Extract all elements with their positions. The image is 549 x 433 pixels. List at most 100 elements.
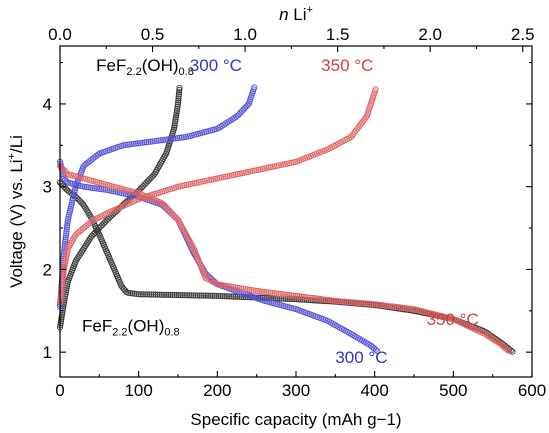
data-point — [141, 181, 148, 188]
data-point — [158, 291, 165, 298]
data-point — [229, 283, 237, 291]
data-point — [83, 184, 90, 191]
data-point — [171, 120, 178, 127]
data-point — [139, 139, 146, 146]
data-point — [62, 232, 70, 239]
data-point — [209, 292, 216, 299]
data-point — [250, 287, 257, 294]
data-point — [223, 293, 231, 300]
data-point — [280, 295, 287, 302]
data-point — [350, 299, 357, 306]
data-point — [150, 291, 157, 298]
top-tick-label: 1.5 — [326, 25, 350, 44]
data-point — [227, 283, 234, 290]
data-point — [60, 268, 67, 275]
data-point — [263, 289, 270, 296]
data-point — [237, 109, 244, 116]
data-point — [57, 293, 64, 300]
data-point — [127, 290, 134, 297]
data-point — [221, 293, 228, 300]
data-point — [211, 292, 218, 299]
data-point — [75, 196, 82, 203]
data-point — [178, 134, 185, 141]
data-point — [248, 287, 255, 294]
data-point — [265, 289, 272, 296]
data-point — [141, 139, 148, 146]
data-point — [230, 293, 237, 300]
data-point — [241, 104, 248, 112]
data-point — [145, 138, 152, 145]
data-point — [363, 300, 370, 307]
data-point — [373, 301, 380, 308]
data-point — [242, 285, 249, 293]
data-point — [194, 292, 201, 299]
data-point — [60, 272, 67, 279]
data-point — [64, 222, 71, 229]
data-point — [172, 118, 179, 125]
data-point — [396, 304, 403, 311]
data-point — [348, 299, 355, 306]
data-point — [294, 293, 301, 300]
data-point — [137, 291, 144, 298]
top-axis-title: n Li+ — [279, 4, 313, 24]
data-point — [286, 291, 293, 299]
data-point — [57, 318, 65, 325]
data-point — [278, 295, 285, 302]
data-point — [173, 109, 180, 117]
data-point — [240, 106, 247, 113]
data-point — [170, 135, 177, 142]
annotation-ann_300_bot: 300 °C — [335, 348, 387, 367]
data-point — [151, 138, 158, 145]
data-point — [176, 86, 183, 94]
x-axis-ticks: 0 100 200 300 400 500 600 — [55, 371, 546, 400]
data-point — [327, 297, 334, 304]
data-point — [177, 292, 184, 299]
data-point — [148, 173, 156, 180]
data-point — [174, 135, 181, 142]
data-point — [57, 291, 65, 298]
y-tick-label: 1 — [43, 343, 52, 362]
data-point — [138, 184, 145, 191]
data-point — [333, 297, 341, 305]
data-point — [288, 292, 295, 299]
top-tick-label: 1.0 — [233, 25, 257, 44]
data-point — [282, 295, 289, 302]
data-point — [215, 281, 222, 288]
data-point — [344, 298, 351, 305]
data-point — [252, 287, 259, 294]
data-point — [180, 134, 187, 141]
data-point — [283, 291, 291, 298]
data-point — [221, 282, 228, 289]
data-point — [171, 122, 178, 129]
data-point — [217, 281, 224, 288]
top-tick-label: 2.5 — [511, 25, 535, 44]
data-point — [359, 300, 366, 307]
top-axis-title-text: Li — [289, 5, 307, 24]
data-point — [103, 217, 110, 224]
data-point — [131, 290, 138, 297]
data-point — [172, 114, 179, 121]
series-s350_charge — [56, 86, 379, 306]
data-point — [388, 303, 395, 310]
data-point — [169, 291, 176, 299]
data-point — [219, 282, 226, 289]
top-tick-label: 2.0 — [418, 25, 442, 44]
data-point — [261, 288, 268, 295]
data-point — [144, 291, 151, 298]
data-point — [174, 101, 181, 108]
data-point — [126, 141, 133, 148]
data-point — [166, 136, 173, 143]
data-point — [196, 292, 203, 299]
data-point — [76, 197, 83, 205]
data-point — [60, 303, 67, 310]
data-point — [58, 311, 66, 318]
data-point — [290, 292, 297, 299]
data-point — [172, 116, 179, 123]
data-point — [105, 215, 112, 222]
data-point — [198, 292, 205, 299]
data-point — [256, 288, 263, 295]
data-point — [87, 184, 94, 191]
data-point — [179, 292, 186, 299]
data-point — [175, 292, 182, 299]
